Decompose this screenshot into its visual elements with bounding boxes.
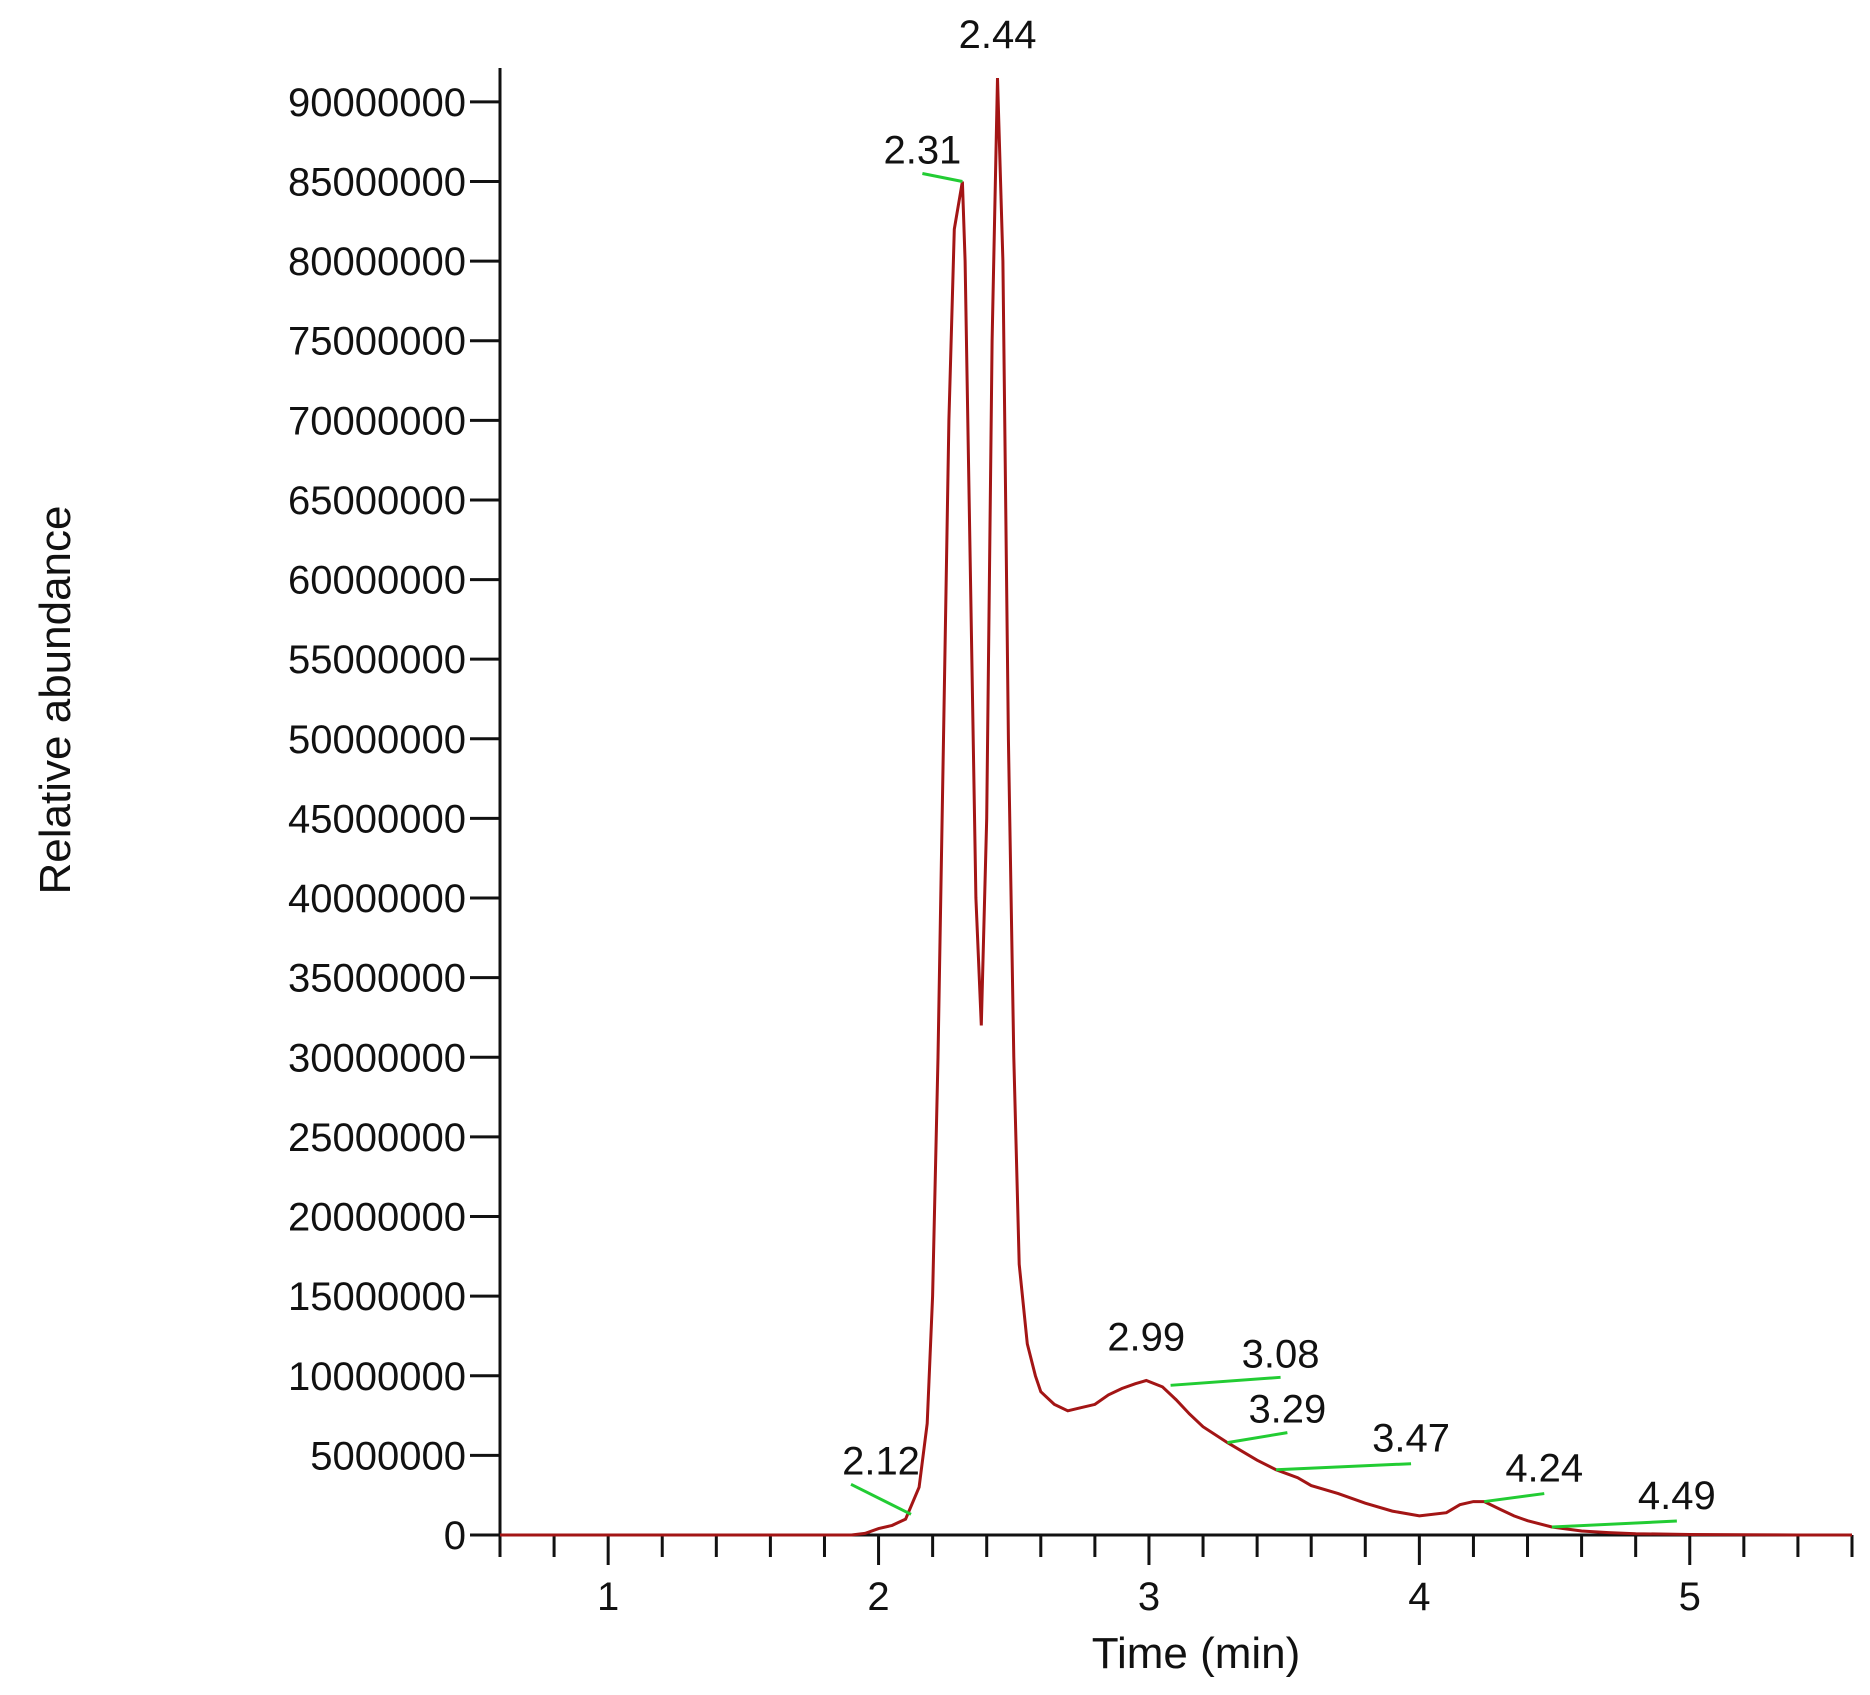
y-tick-label: 10000000 [288,1355,466,1399]
x-tick-label: 3 [1138,1575,1160,1619]
x-tick-label: 1 [597,1575,619,1619]
peak-label: 3.47 [1372,1417,1450,1461]
y-tick-label: 85000000 [288,160,466,204]
peak-label: 2.31 [883,128,961,172]
peak-label: 2.12 [842,1439,920,1483]
y-tick-label: 0 [444,1514,466,1558]
y-tick-label: 80000000 [288,240,466,284]
peak-marker [850,1482,912,1516]
peak-label: 2.99 [1107,1316,1185,1360]
y-tick-label: 5000000 [310,1434,466,1478]
peak-marker [1484,1492,1545,1504]
y-tick-label: 15000000 [288,1275,466,1319]
x-axis: 1 2 3 4 5 [498,1533,1854,1619]
x-tick-label: 5 [1679,1575,1701,1619]
y-tick-label: 35000000 [288,957,466,1001]
y-tick-label: 30000000 [288,1036,466,1080]
peak-label: 3.29 [1248,1388,1326,1432]
y-tick-label: 25000000 [288,1116,466,1160]
y-axis-title: Relative abundance [31,506,80,895]
y-tick-label: 40000000 [288,877,466,921]
peak-label: 3.08 [1242,1332,1320,1376]
peak-marker [1227,1431,1288,1445]
x-tick-label: 2 [867,1575,889,1619]
y-tick-label: 75000000 [288,320,466,364]
x-axis-title: Time (min) [1092,1629,1301,1678]
y-tick-label: 50000000 [288,718,466,762]
peak-annotations: 2.12 2.31 2.44 2.99 3.08 3.29 3.47 4.24 4.49 [842,13,1716,1529]
peak-marker [1275,1462,1412,1472]
y-tick-label: 55000000 [288,638,466,682]
y-tick-label: 20000000 [288,1196,466,1240]
peak-marker [1170,1375,1281,1387]
x-tick-label: 4 [1408,1575,1430,1619]
y-tick-label: 70000000 [288,399,466,443]
peak-label: 4.24 [1505,1447,1583,1491]
chromatogram-trace [500,77,1852,1537]
y-axis: 0 5000000 10000000 15000000 20000000 25000000… [288,68,502,1558]
peak-label: 2.44 [959,13,1037,57]
y-tick-label: 65000000 [288,479,466,523]
y-tick-label: 60000000 [288,559,466,603]
y-tick-label: 90000000 [288,81,466,125]
peak-marker [922,171,963,183]
peak-label: 4.49 [1638,1474,1716,1518]
y-tick-label: 45000000 [288,797,466,841]
peak-marker [1551,1519,1677,1529]
